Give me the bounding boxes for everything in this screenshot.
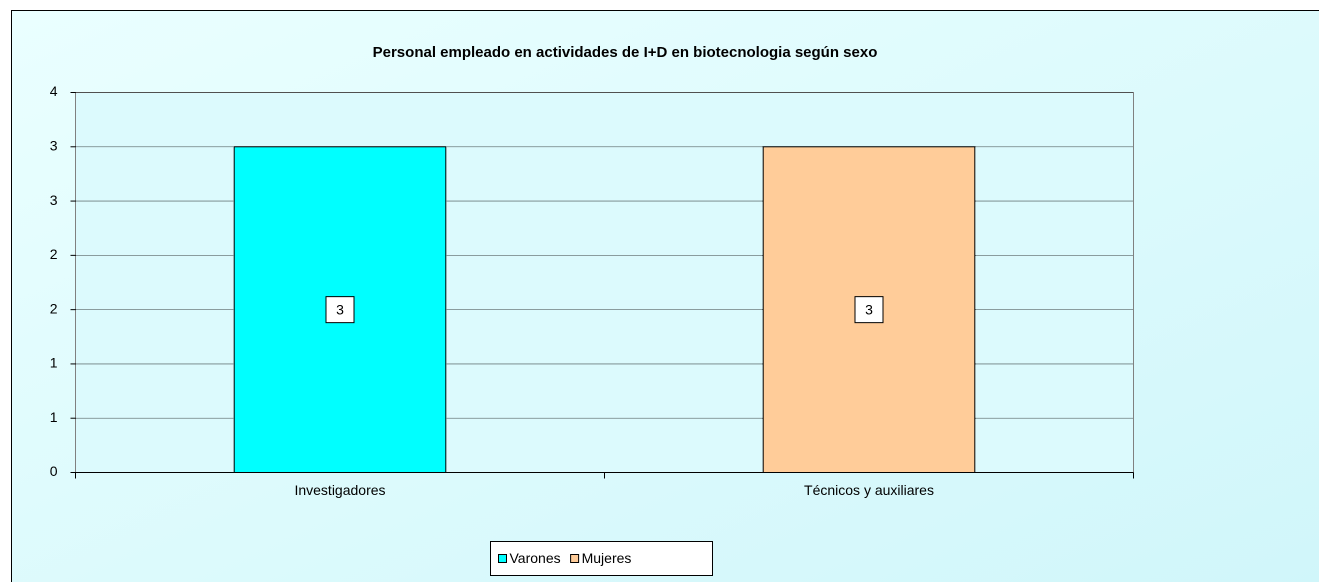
- legend-box: [490, 541, 713, 576]
- legend-swatch: [498, 554, 507, 563]
- data-label-box: [854, 296, 884, 324]
- y-tick-label: 0: [50, 463, 58, 479]
- legend-label: Varones: [510, 550, 561, 566]
- legend-label: Mujeres: [582, 550, 632, 566]
- y-tick-label: 1: [50, 409, 58, 425]
- chart-title: Personal empleado en actividades de I+D …: [373, 44, 878, 61]
- y-tick-label: 4: [50, 83, 58, 99]
- x-tick-label: Técnicos y auxiliares: [804, 482, 934, 498]
- data-label-box: [325, 296, 355, 324]
- y-tick-label: 3: [50, 137, 58, 153]
- y-tick-label: 3: [50, 192, 58, 208]
- y-tick-label: 2: [50, 300, 58, 316]
- x-tick-label: Investigadores: [294, 482, 385, 498]
- data-label: 3: [336, 301, 344, 317]
- y-tick-label: 2: [50, 246, 58, 262]
- legend-swatch: [570, 554, 580, 563]
- data-label: 3: [865, 301, 873, 317]
- y-tick-label: 1: [50, 355, 58, 371]
